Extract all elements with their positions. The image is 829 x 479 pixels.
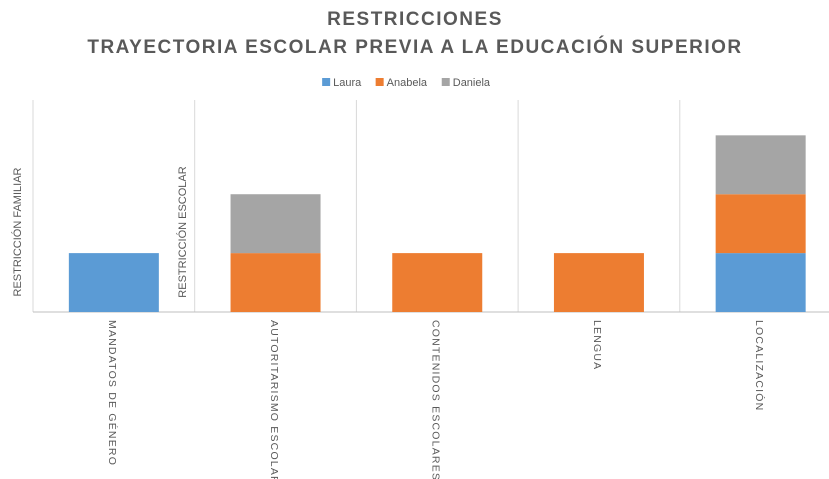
- legend-swatch: [441, 78, 450, 86]
- chart-title: RESTRICCIONES: [327, 9, 503, 30]
- bar-segment: [230, 194, 321, 254]
- bar-segment: [715, 194, 806, 254]
- legend-label: Daniela: [453, 77, 491, 89]
- legend-swatch: [322, 78, 331, 86]
- legend-label: Anabela: [387, 77, 428, 89]
- x-tick-label: AUTORITARISMO ESCOLAR: [268, 320, 280, 479]
- bar-segment: [715, 135, 806, 195]
- legend-label: Laura: [333, 77, 362, 89]
- bar-segment: [68, 253, 159, 312]
- annotation: RESTRICCIÓN ESCOLAR: [176, 166, 189, 297]
- x-tick-label: LOCALIZACIÓN: [753, 320, 766, 411]
- annotation: RESTRICCIÓN FAMILIAR: [11, 167, 24, 296]
- chart-subtitle: TRAYECTORIA ESCOLAR PREVIA A LA EDUCACIÓ…: [87, 36, 742, 58]
- bar-segment: [715, 253, 806, 312]
- x-tick-label: LENGUA: [591, 320, 603, 370]
- bar-segment: [392, 253, 483, 312]
- x-tick-label: CONTENIDOS ESCOLARES: [429, 320, 441, 479]
- x-tick-label: MANDATOS DE GÉNERO: [106, 320, 119, 466]
- bar-segment: [230, 253, 321, 312]
- bar-segment: [553, 253, 644, 312]
- legend-swatch: [375, 78, 384, 86]
